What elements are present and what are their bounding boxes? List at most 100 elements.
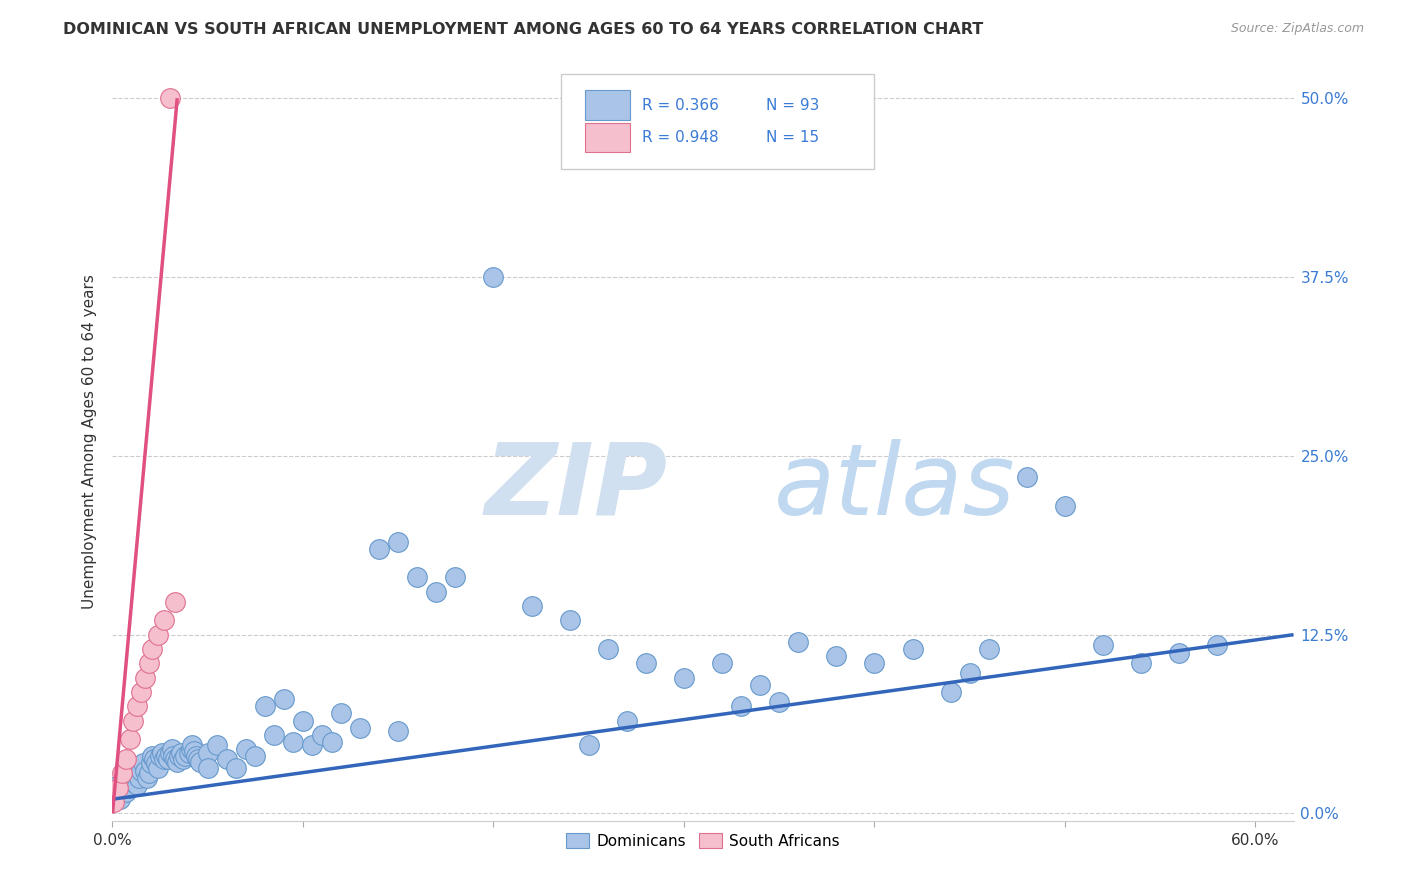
Point (406, 570, 429, 584)
Point (114, 752, 136, 766)
Point (162, 749, 184, 764)
Point (153, 613, 176, 627)
Point (108, 792, 131, 806)
Point (132, 756, 155, 771)
Point (166, 755, 188, 769)
Point (165, 752, 187, 766)
Point (103, 792, 125, 806)
Point (977, 642, 1000, 657)
Point (939, 685, 962, 699)
Point (787, 635, 810, 649)
Point (148, 761, 170, 775)
Point (520, 599, 543, 613)
FancyBboxPatch shape (585, 90, 630, 120)
Point (143, 752, 166, 766)
Point (311, 728, 333, 742)
Point (118, 732, 141, 747)
Point (114, 785, 136, 799)
Point (616, 714, 638, 728)
Point (127, 778, 149, 792)
Point (183, 743, 205, 757)
Text: N = 93: N = 93 (766, 97, 818, 112)
Point (1168, 646, 1191, 660)
Point (177, 747, 200, 761)
Point (155, 749, 177, 764)
Text: ZIP: ZIP (485, 439, 668, 535)
Point (160, 742, 183, 756)
Point (150, 747, 173, 761)
Text: DOMINICAN VS SOUTH AFRICAN UNEMPLOYMENT AMONG AGES 60 TO 64 YEARS CORRELATION CH: DOMINICAN VS SOUTH AFRICAN UNEMPLOYMENT … (63, 22, 984, 37)
Point (263, 728, 285, 742)
Text: R = 0.948: R = 0.948 (641, 129, 718, 145)
Point (1053, 499, 1076, 513)
Point (118, 780, 141, 795)
Point (141, 749, 163, 764)
Point (121, 775, 143, 789)
Point (112, 771, 135, 785)
Point (111, 766, 134, 780)
Point (273, 692, 295, 706)
Point (558, 613, 581, 627)
Point (283, 735, 305, 749)
Point (768, 695, 790, 709)
Point (139, 756, 162, 771)
Point (1092, 638, 1115, 652)
Point (181, 738, 204, 752)
Point (111, 778, 134, 792)
Point (215, 752, 238, 766)
Point (138, 766, 160, 780)
Point (129, 685, 152, 699)
Text: N = 15: N = 15 (766, 129, 818, 145)
Point (368, 541, 391, 556)
Point (165, 595, 187, 609)
Point (863, 657, 886, 671)
Point (245, 749, 267, 764)
FancyBboxPatch shape (561, 74, 875, 169)
Point (149, 749, 172, 764)
Point (387, 723, 409, 738)
Legend: Dominicans, South Africans: Dominicans, South Africans (560, 827, 846, 855)
Point (197, 747, 219, 761)
Point (134, 764, 156, 778)
Point (330, 706, 353, 721)
FancyBboxPatch shape (585, 122, 630, 152)
Point (128, 771, 150, 785)
Point (291, 714, 314, 728)
Point (207, 738, 229, 752)
Point (124, 764, 146, 778)
Point (153, 752, 176, 766)
Point (253, 699, 276, 714)
Point (825, 649, 848, 664)
Point (122, 714, 145, 728)
Point (170, 747, 193, 761)
Text: Source: ZipAtlas.com: Source: ZipAtlas.com (1230, 22, 1364, 36)
Point (711, 657, 734, 671)
Point (186, 749, 208, 764)
Point (578, 738, 600, 752)
Point (387, 534, 409, 549)
Point (672, 671, 695, 685)
Point (901, 642, 924, 657)
Point (188, 755, 211, 769)
Point (482, 270, 505, 285)
Text: atlas: atlas (773, 439, 1015, 535)
Point (167, 749, 190, 764)
Point (197, 761, 219, 775)
Point (349, 721, 371, 735)
Point (959, 666, 981, 681)
Point (301, 738, 323, 752)
Point (117, 778, 139, 792)
Point (103, 795, 125, 809)
Point (122, 771, 145, 785)
Point (730, 699, 752, 714)
Point (596, 642, 619, 657)
Point (159, 747, 181, 761)
Point (235, 742, 257, 756)
Point (134, 671, 156, 685)
Point (159, 91, 181, 105)
Point (1130, 657, 1153, 671)
Text: R = 0.366: R = 0.366 (641, 97, 718, 112)
Point (749, 678, 772, 692)
Point (156, 752, 179, 766)
Point (1015, 470, 1038, 484)
